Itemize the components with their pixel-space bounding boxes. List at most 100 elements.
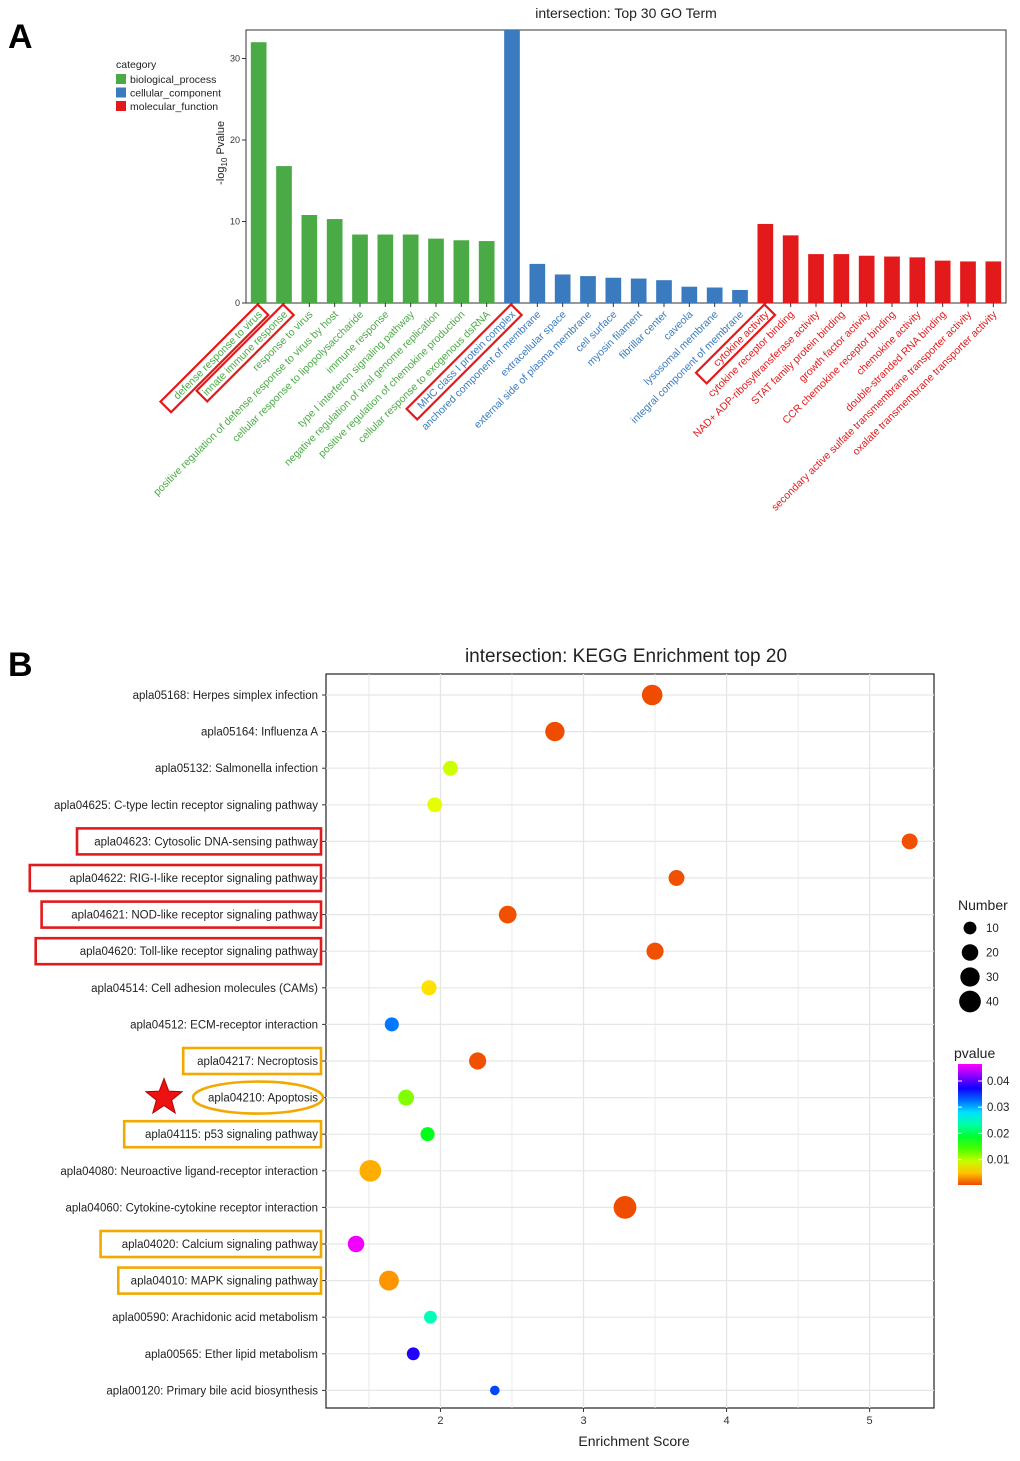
kegg-dot-3	[443, 760, 458, 776]
kegg-pathway-label: apla04217: Necroptosis	[197, 1056, 318, 1068]
kegg-orange-highlight-box	[181, 1046, 323, 1076]
go-bar-17	[656, 280, 672, 303]
color-legend-label: 0.01	[987, 1154, 1009, 1166]
kegg-orange-highlight-box	[122, 1119, 323, 1149]
kegg-dot-9	[421, 980, 437, 996]
size-legend-title: Number	[958, 897, 1008, 913]
kegg-dot-12	[398, 1089, 415, 1106]
go-bar-10	[478, 241, 495, 303]
size-legend-label: 40	[986, 997, 999, 1009]
size-legend-dot	[963, 921, 977, 935]
kegg-x-axis-label: Enrichment Score	[578, 1433, 689, 1449]
go-bar-28	[934, 260, 951, 303]
go-bar-8	[428, 238, 444, 303]
kegg-pathway-label: apla05168: Herpes simplex infection	[133, 690, 318, 702]
go-bar-18	[681, 286, 698, 303]
go-legend-label: biological_process	[130, 74, 216, 86]
kegg-pathway-label: apla04115: p53 signaling pathway	[145, 1129, 318, 1141]
kegg-dot-16	[347, 1235, 365, 1253]
go-highlight-box	[195, 302, 296, 403]
kegg-red-highlight-box	[75, 827, 323, 856]
kegg-pathway-label: apla04080: Neuroactive ligand-receptor i…	[60, 1166, 318, 1178]
kegg-pathway-label: apla04625: C-type lectin receptor signal…	[54, 800, 318, 812]
kegg-dot-15	[613, 1196, 637, 1219]
go-bar-1	[250, 42, 267, 304]
kegg-dot-7	[498, 905, 517, 924]
go-bar-4	[326, 219, 343, 303]
kegg-pathway-label: apla04622: RIG-I-like receptor signaling…	[69, 873, 318, 885]
kegg-dot-5	[901, 833, 918, 850]
kegg-dot-6	[668, 870, 685, 886]
go-bar-29	[960, 261, 976, 303]
kegg-dot-4	[427, 797, 443, 813]
panel-b-label: B	[8, 646, 33, 684]
kegg-x-tick-label: 4	[724, 1415, 730, 1427]
go-bar-12	[529, 263, 546, 303]
kegg-pathway-label: apla05164: Influenza A	[201, 727, 318, 739]
kegg-dot-19	[406, 1347, 420, 1361]
go-bar-9	[453, 240, 470, 303]
go-highlight-box	[158, 302, 270, 414]
kegg-dot-20	[490, 1385, 500, 1396]
go-bar-16	[630, 278, 647, 303]
go-bar-23	[808, 254, 824, 303]
size-legend-label: 30	[986, 972, 999, 984]
kegg-dot-plot: intersection: KEGG Enrichment top 20 2 3 4 5…	[28, 646, 1010, 1449]
go-highlight-box	[405, 302, 524, 421]
go-highlight-box	[694, 302, 777, 385]
go-legend-title: category	[116, 59, 157, 71]
go-bar-11	[504, 30, 520, 303]
go-bar-5	[352, 234, 368, 303]
size-legend-label: 10	[986, 923, 999, 935]
go-bar-25	[858, 255, 875, 303]
go-plot-frame	[245, 29, 1007, 304]
go-legend-label: cellular_component	[130, 88, 221, 100]
kegg-pathway-label: apla04620: Toll-like receptor signaling …	[80, 946, 318, 958]
go-bar-2	[276, 166, 292, 303]
kegg-pathway-label: apla00590: Arachidonic acid metabolism	[112, 1312, 318, 1324]
kegg-dot-1	[641, 684, 663, 706]
kegg-pathway-label: apla04623: Cytosolic DNA-sensing pathway	[94, 836, 318, 848]
kegg-dot-17	[379, 1270, 399, 1291]
go-bar-6	[377, 234, 394, 303]
kegg-dot-2	[545, 721, 565, 742]
kegg-chart-title: intersection: KEGG Enrichment top 20	[465, 646, 787, 667]
color-legend-label: 0.04	[987, 1076, 1010, 1088]
kegg-orange-highlight-box	[99, 1229, 323, 1259]
color-legend-title: pvalue	[954, 1045, 995, 1061]
go-bar-14	[580, 276, 596, 303]
kegg-x-tick-label: 2	[437, 1415, 443, 1427]
go-bar-27	[909, 257, 926, 303]
go-bar-3	[301, 214, 318, 303]
kegg-red-highlight-box	[28, 863, 323, 893]
kegg-pathway-label: apla04621: NOD-like receptor signaling p…	[71, 910, 318, 922]
kegg-orange-highlight-ellipse	[191, 1080, 325, 1115]
go-legend-label: molecular_function	[130, 101, 218, 113]
go-legend-swatch	[116, 101, 126, 111]
go-legend-swatch	[116, 87, 126, 98]
size-legend-label: 20	[986, 948, 999, 960]
go-y-tick-label: 20	[230, 135, 240, 145]
kegg-dot-11	[469, 1052, 487, 1070]
go-bar-15	[605, 277, 622, 303]
go-y-axis-label: -log10 Pvalue	[215, 121, 229, 185]
go-y-tick-label: 0	[235, 298, 240, 308]
go-bar-chart: intersection: Top 30 GO Term 0 10 20 30 -log1…	[116, 5, 1007, 514]
go-bar-24	[833, 254, 850, 303]
kegg-dot-13	[420, 1127, 435, 1142]
kegg-orange-highlight-box	[117, 1266, 323, 1295]
kegg-pathway-label: apla04060: Cytokine-cytokine receptor in…	[65, 1202, 318, 1214]
kegg-red-highlight-box	[40, 900, 323, 929]
color-legend-bar	[958, 1064, 982, 1185]
kegg-x-tick-label: 3	[580, 1415, 586, 1427]
kegg-x-tick-label: 5	[867, 1415, 873, 1427]
go-bar-20	[732, 289, 748, 303]
kegg-pathway-label: apla04020: Calcium signaling pathway	[122, 1239, 319, 1251]
kegg-pathway-label: apla04514: Cell adhesion molecules (CAMs…	[91, 983, 318, 995]
kegg-plot-frame	[325, 673, 935, 1409]
go-bar-26	[884, 256, 900, 303]
size-legend-dot	[961, 944, 979, 961]
kegg-pathway-label: apla04512: ECM-receptor interaction	[130, 1019, 318, 1031]
size-legend-dot	[960, 967, 980, 987]
go-legend-swatch	[116, 74, 126, 84]
